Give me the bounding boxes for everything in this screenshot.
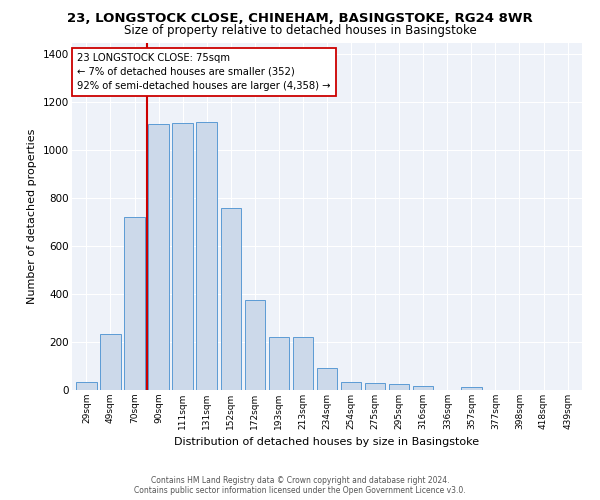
Bar (148, 124, 169, 390)
Bar (172, 123, 193, 390)
Bar (293, 338, 313, 390)
Bar (100, 334, 121, 390)
Bar (196, 122, 217, 390)
Text: Contains HM Land Registry data © Crown copyright and database right 2024.
Contai: Contains HM Land Registry data © Crown c… (134, 476, 466, 495)
Bar (413, 386, 433, 390)
Y-axis label: Number of detached properties: Number of detached properties (28, 128, 37, 304)
Bar (76, 382, 97, 390)
Bar (461, 387, 482, 390)
Text: Size of property relative to detached houses in Basingstoke: Size of property relative to detached ho… (124, 24, 476, 37)
Bar (389, 384, 409, 390)
Bar (245, 300, 265, 390)
Text: 23 LONGSTOCK CLOSE: 75sqm
← 7% of detached houses are smaller (352)
92% of semi-: 23 LONGSTOCK CLOSE: 75sqm ← 7% of detach… (77, 53, 331, 91)
Bar (341, 382, 361, 390)
X-axis label: Distribution of detached houses by size in Basingstoke: Distribution of detached houses by size … (175, 438, 479, 448)
Bar (221, 208, 241, 390)
Bar (365, 384, 385, 390)
Bar (124, 218, 145, 390)
Bar (269, 338, 289, 390)
Text: 23, LONGSTOCK CLOSE, CHINEHAM, BASINGSTOKE, RG24 8WR: 23, LONGSTOCK CLOSE, CHINEHAM, BASINGSTO… (67, 12, 533, 26)
Bar (317, 368, 337, 390)
